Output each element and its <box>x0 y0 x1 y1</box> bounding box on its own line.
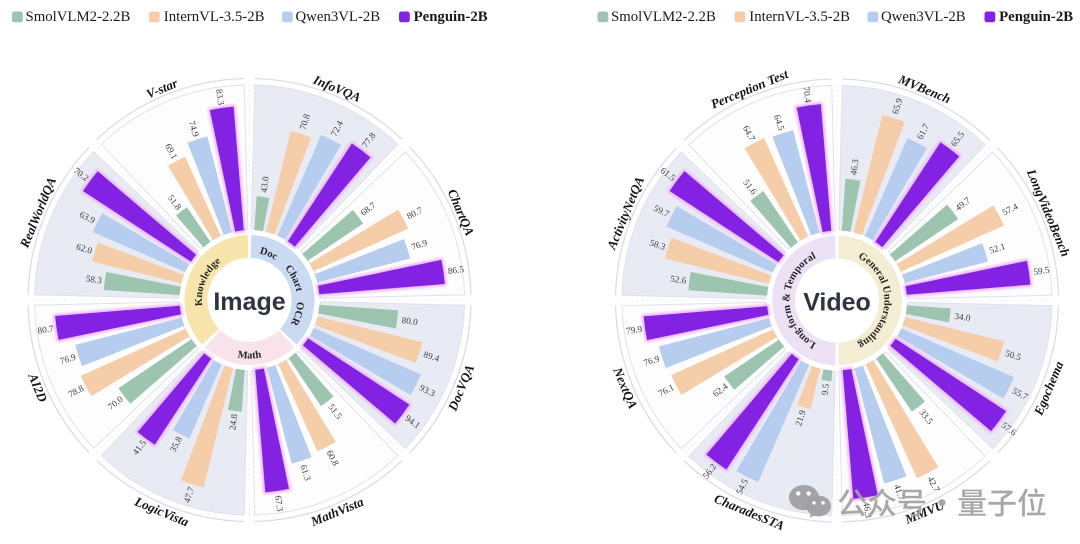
svg-text:80.0: 80.0 <box>401 315 419 327</box>
svg-text:SmolVLM2-2.2B: SmolVLM2-2.2B <box>611 9 716 25</box>
svg-text:79.9: 79.9 <box>625 324 643 336</box>
svg-text:58.3: 58.3 <box>648 238 667 252</box>
svg-text:76.9: 76.9 <box>410 237 429 252</box>
svg-text:65.9: 65.9 <box>890 97 904 116</box>
svg-text:InternVL-3.5-2B: InternVL-3.5-2B <box>749 9 850 25</box>
svg-text:70.8: 70.8 <box>298 112 312 131</box>
svg-text:Qwen3VL-2B: Qwen3VL-2B <box>881 9 966 25</box>
svg-text:43.0: 43.0 <box>259 175 271 193</box>
svg-text:80.7: 80.7 <box>37 323 55 335</box>
svg-text:SmolVLM2-2.2B: SmolVLM2-2.2B <box>26 9 131 25</box>
svg-text:50.5: 50.5 <box>1004 348 1023 362</box>
svg-text:76.9: 76.9 <box>642 353 661 368</box>
svg-text:47.7: 47.7 <box>182 485 196 504</box>
svg-text:Qwen3VL-2B: Qwen3VL-2B <box>296 9 381 25</box>
svg-text:Penguin-2B: Penguin-2B <box>414 9 488 25</box>
svg-text:46.3: 46.3 <box>848 158 860 176</box>
svg-text:9.5: 9.5 <box>820 383 831 396</box>
svg-text:74.9: 74.9 <box>187 120 202 139</box>
svg-text:Math: Math <box>237 349 262 361</box>
svg-text:Video: Video <box>803 289 871 317</box>
svg-text:70.4: 70.4 <box>801 86 813 104</box>
svg-text:64.5: 64.5 <box>772 113 787 132</box>
svg-text:67.3: 67.3 <box>273 495 285 513</box>
svg-text:24.8: 24.8 <box>227 413 239 431</box>
svg-text:58.3: 58.3 <box>85 273 103 285</box>
svg-text:21.9: 21.9 <box>793 408 807 427</box>
svg-text:52.6: 52.6 <box>670 274 688 286</box>
svg-text:61.3: 61.3 <box>298 463 313 482</box>
svg-text:59.5: 59.5 <box>1033 265 1051 277</box>
svg-text:62.0: 62.0 <box>75 241 94 255</box>
svg-text:83.3: 83.3 <box>214 88 226 106</box>
svg-text:76.9: 76.9 <box>59 352 78 367</box>
svg-text:89.4: 89.4 <box>422 349 441 363</box>
svg-text:InternVL-3.5-2B: InternVL-3.5-2B <box>164 9 265 25</box>
svg-text:Penguin-2B: Penguin-2B <box>999 9 1073 25</box>
svg-text:34.0: 34.0 <box>954 311 972 323</box>
svg-text:Image: Image <box>213 288 285 316</box>
svg-text:52.1: 52.1 <box>988 241 1007 256</box>
svg-text:86.5: 86.5 <box>447 264 465 276</box>
